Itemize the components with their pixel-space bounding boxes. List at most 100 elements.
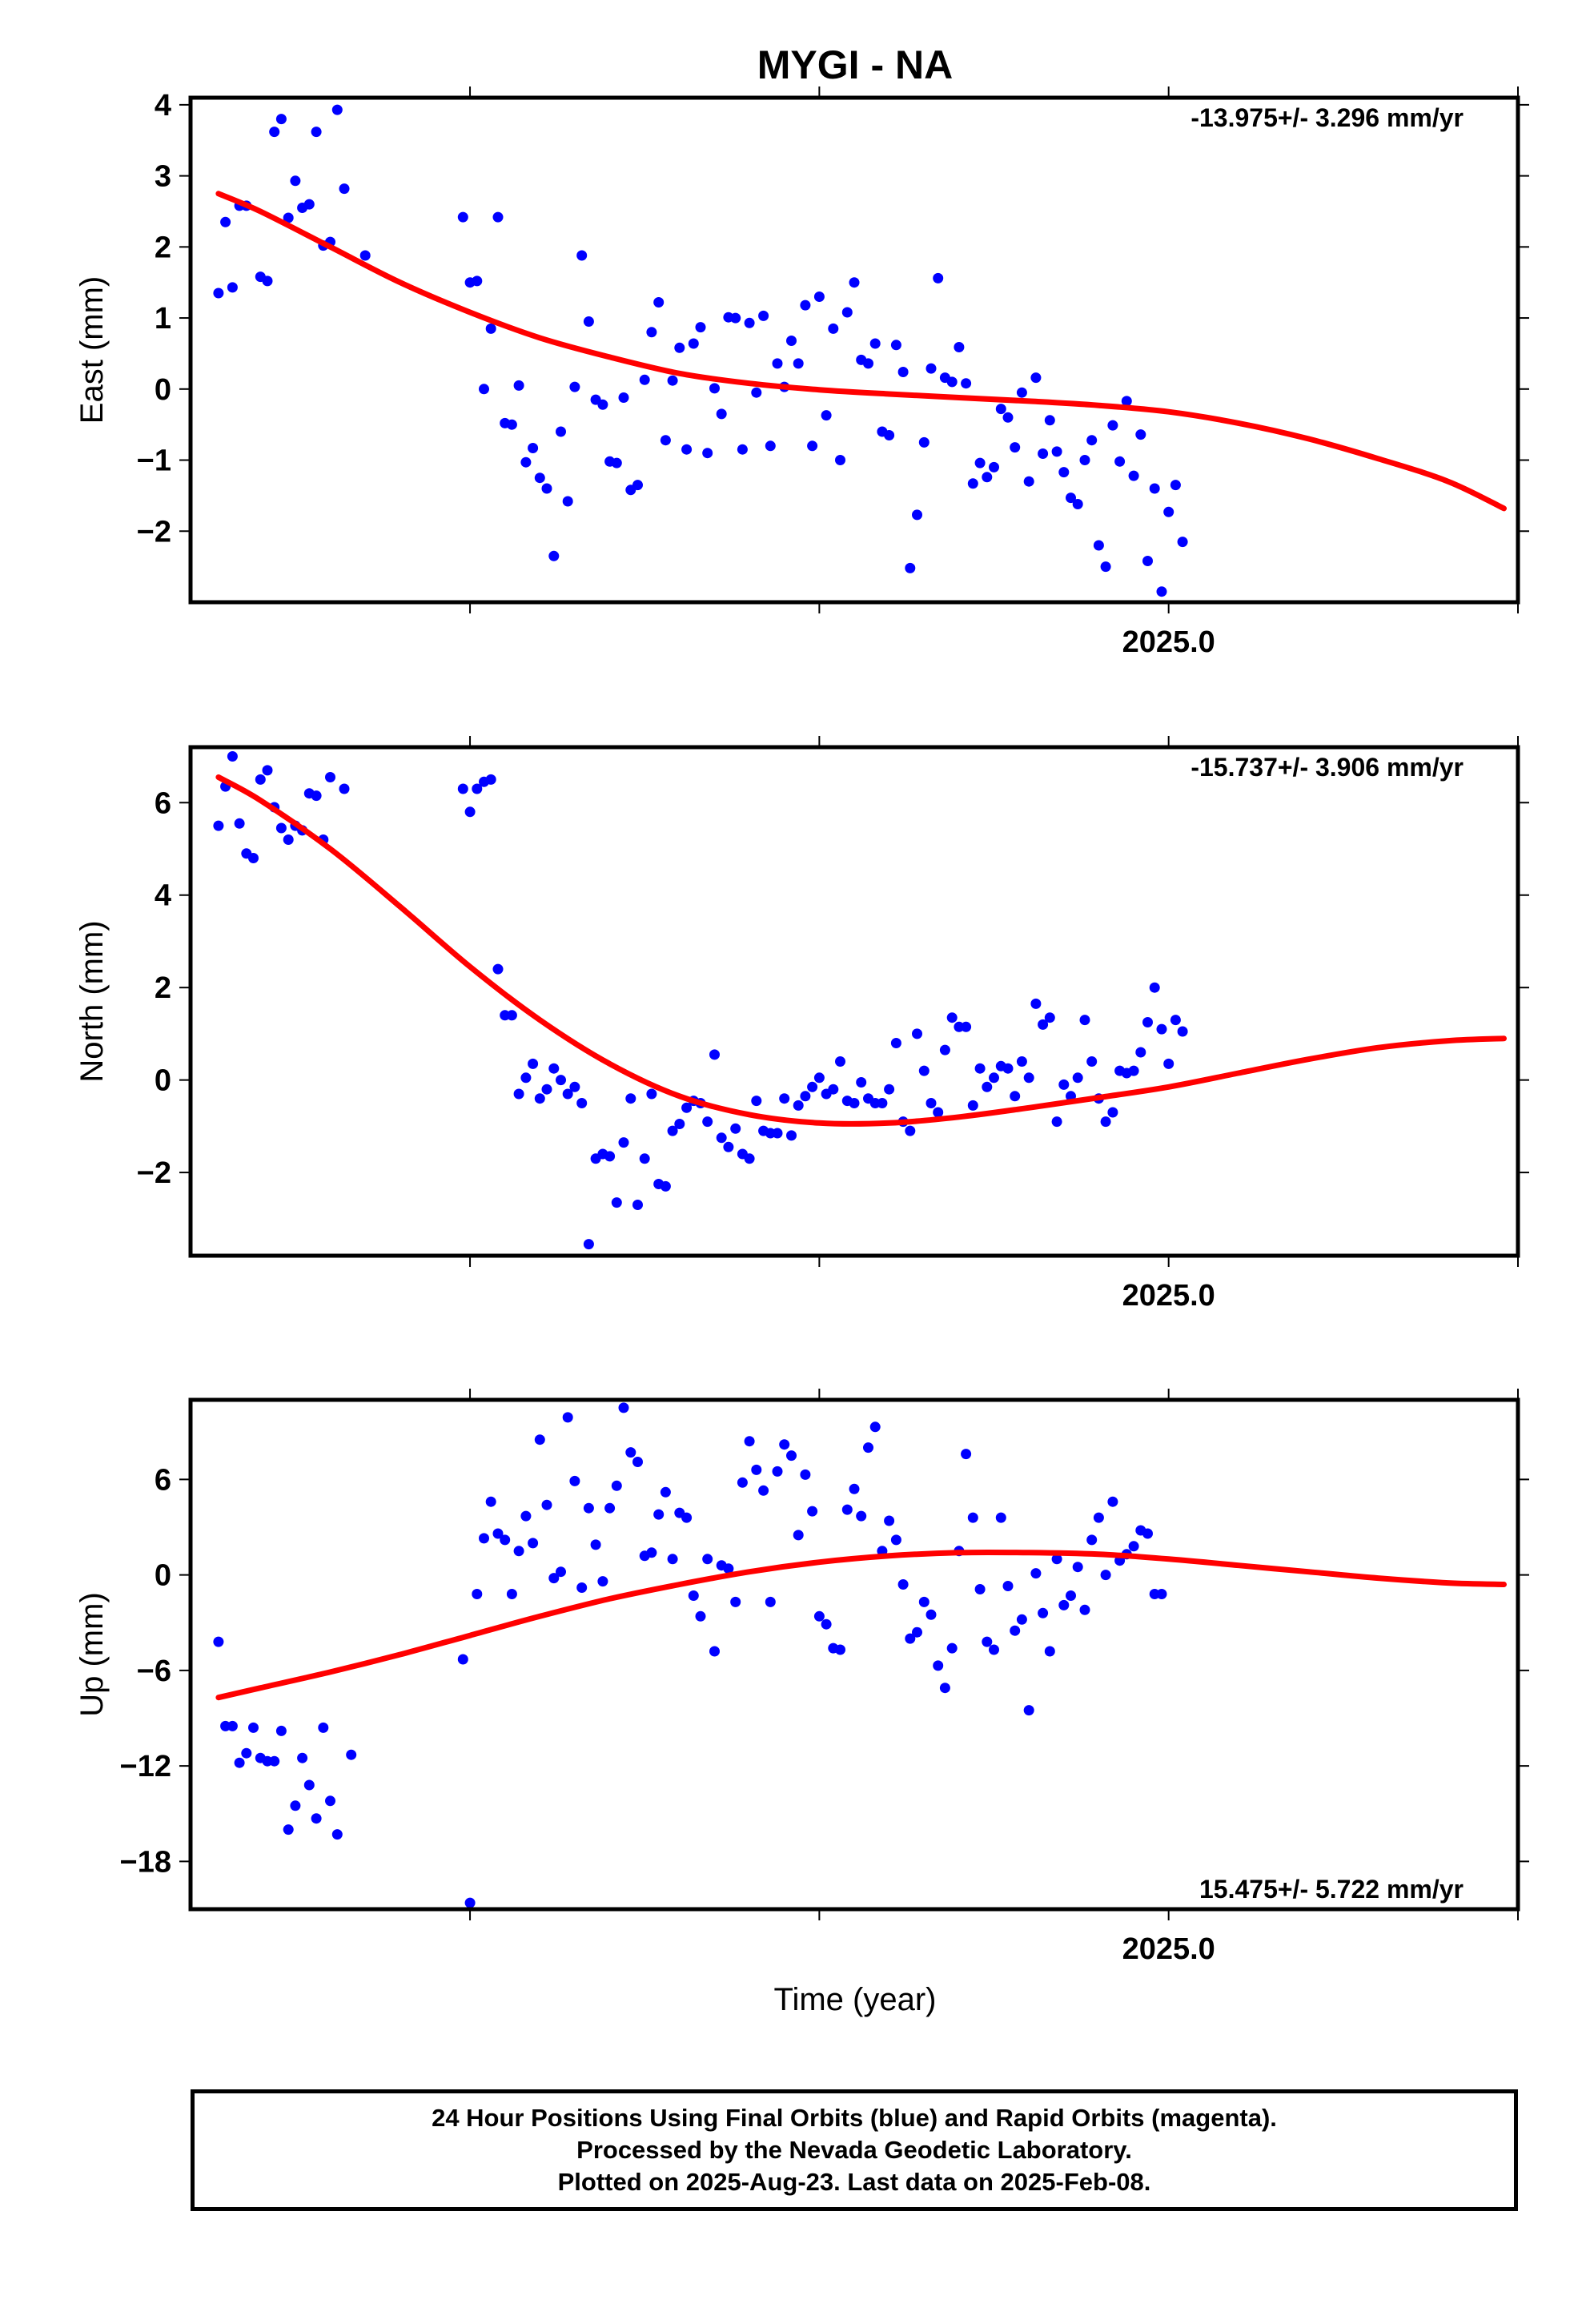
- north-data-point: [856, 1077, 867, 1088]
- north-data-point: [513, 1088, 524, 1100]
- east-data-point: [702, 448, 713, 459]
- up-data-point: [737, 1477, 748, 1488]
- east-data-point: [479, 384, 489, 395]
- east-data-point: [772, 358, 783, 369]
- north-data-point: [744, 1153, 755, 1164]
- up-data-point: [303, 1779, 315, 1791]
- east-data-point: [485, 323, 496, 334]
- up-data-point: [1002, 1581, 1014, 1591]
- north-data-point: [541, 1084, 552, 1095]
- north-data-point: [1023, 1072, 1034, 1084]
- east-data-point: [1128, 470, 1139, 481]
- east-data-point: [269, 127, 280, 138]
- north-data-point: [751, 1096, 762, 1107]
- east-data-point: [213, 287, 224, 299]
- east-ytick-label: 0: [155, 373, 171, 407]
- up-data-point: [989, 1644, 999, 1655]
- east-data-point: [611, 457, 622, 468]
- east-data-point: [506, 419, 517, 430]
- up-data-point: [982, 1636, 993, 1647]
- north-data-point: [828, 1084, 839, 1095]
- east-data-point: [1044, 415, 1055, 426]
- east-data-point: [1016, 387, 1027, 398]
- up-data-point: [961, 1449, 972, 1460]
- east-data-point: [967, 478, 978, 489]
- up-panel: −18 −12 −6 0 6 2025.0 15.475+/- 5.722 mm/yr Up …: [74, 1389, 1529, 1966]
- up-data-point: [534, 1434, 545, 1445]
- east-data-point: [821, 410, 832, 421]
- north-data-point: [534, 1093, 545, 1104]
- east-plot-area: [213, 104, 1507, 597]
- up-data-point: [472, 1589, 483, 1599]
- north-data-point: [1079, 1015, 1090, 1026]
- up-data-point: [576, 1582, 588, 1593]
- east-ytick-label: −1: [137, 444, 171, 478]
- north-data-point: [639, 1153, 650, 1164]
- east-data-point: [1107, 420, 1118, 431]
- north-data-point: [583, 1239, 594, 1250]
- north-data-point: [213, 820, 224, 831]
- up-data-point: [241, 1747, 252, 1759]
- up-data-point: [213, 1636, 224, 1647]
- up-data-point: [667, 1554, 678, 1565]
- east-ytick-label: 4: [155, 89, 171, 123]
- north-ytick-label: 0: [155, 1064, 171, 1098]
- north-xtick-label: 2025.0: [1122, 1279, 1215, 1313]
- north-data-point: [1135, 1047, 1146, 1058]
- up-data-point: [912, 1626, 922, 1638]
- east-y-axis-label: East (mm): [74, 276, 110, 424]
- east-data-point: [863, 358, 873, 369]
- up-data-point: [520, 1510, 532, 1522]
- east-data-point: [583, 316, 594, 327]
- north-data-point: [1002, 1063, 1014, 1074]
- up-data-point: [541, 1499, 552, 1510]
- north-data-point: [457, 783, 468, 794]
- up-data-point: [464, 1897, 476, 1908]
- up-data-point: [653, 1509, 665, 1520]
- north-data-point: [800, 1091, 811, 1102]
- east-data-point: [569, 381, 580, 392]
- up-data-point: [248, 1722, 259, 1733]
- east-data-point: [1066, 493, 1076, 504]
- north-data-point: [918, 1065, 930, 1076]
- east-data-point: [681, 444, 693, 455]
- up-data-point: [933, 1660, 944, 1671]
- north-data-point: [1170, 1015, 1181, 1026]
- up-data-point: [1030, 1568, 1042, 1579]
- up-data-point: [569, 1475, 580, 1486]
- east-data-point: [457, 211, 468, 223]
- north-data-point: [625, 1093, 636, 1104]
- up-data-point: [290, 1800, 301, 1811]
- up-data-point: [772, 1466, 783, 1477]
- east-data-point: [954, 342, 965, 352]
- up-data-point: [688, 1590, 699, 1601]
- north-data-point: [1128, 1065, 1139, 1076]
- east-data-point: [556, 426, 566, 437]
- north-data-point: [1156, 1023, 1167, 1035]
- x-axis-label: Time (year): [774, 1982, 937, 2017]
- north-data-point: [255, 774, 266, 785]
- up-data-point: [1128, 1541, 1139, 1552]
- east-data-point: [1051, 446, 1062, 457]
- up-data-point: [1086, 1534, 1098, 1546]
- east-data-point: [786, 336, 797, 346]
- east-data-point: [653, 297, 665, 308]
- up-data-point: [1093, 1512, 1104, 1523]
- east-data-point: [918, 436, 930, 448]
- east-data-point: [765, 440, 776, 452]
- east-data-point: [884, 430, 895, 440]
- up-data-point: [779, 1439, 790, 1450]
- east-data-point: [813, 292, 825, 302]
- east-xtick-label: 2025.0: [1122, 625, 1215, 659]
- up-data-point: [500, 1534, 511, 1546]
- east-data-point: [869, 338, 881, 349]
- up-rate-label: 15.475+/- 5.722 mm/yr: [1199, 1875, 1464, 1904]
- east-data-point: [688, 338, 699, 349]
- up-plot-area: [213, 1402, 1507, 1908]
- east-data-point: [303, 199, 315, 210]
- up-ytick-label: −12: [120, 1750, 171, 1783]
- east-data-point: [227, 282, 238, 293]
- east-data-point: [905, 562, 916, 573]
- north-data-point: [485, 774, 496, 785]
- east-ytick-label: 1: [155, 302, 171, 336]
